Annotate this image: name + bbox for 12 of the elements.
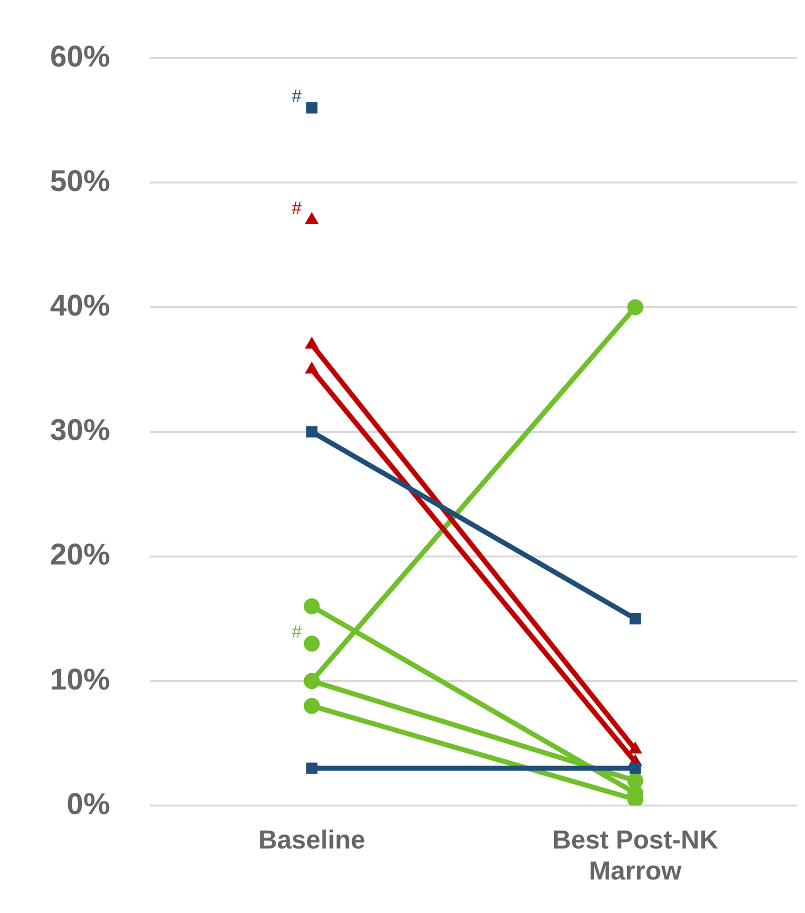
x-tick-label: Best Post-NK Marrow [552,824,719,886]
y-tick-label: 50% [50,164,110,198]
y-tick-label: 20% [50,538,110,572]
y-tick-label: 30% [50,414,110,448]
y-tick-label: 60% [50,40,110,74]
x-tick-label: Baseline [258,824,366,854]
y-tick-label: 0% [66,788,110,821]
annotation: # [292,198,302,218]
annotation: # [292,86,302,106]
y-tick-label: 10% [50,663,110,696]
y-tick-label: 40% [50,289,110,322]
annotation: # [292,622,302,642]
